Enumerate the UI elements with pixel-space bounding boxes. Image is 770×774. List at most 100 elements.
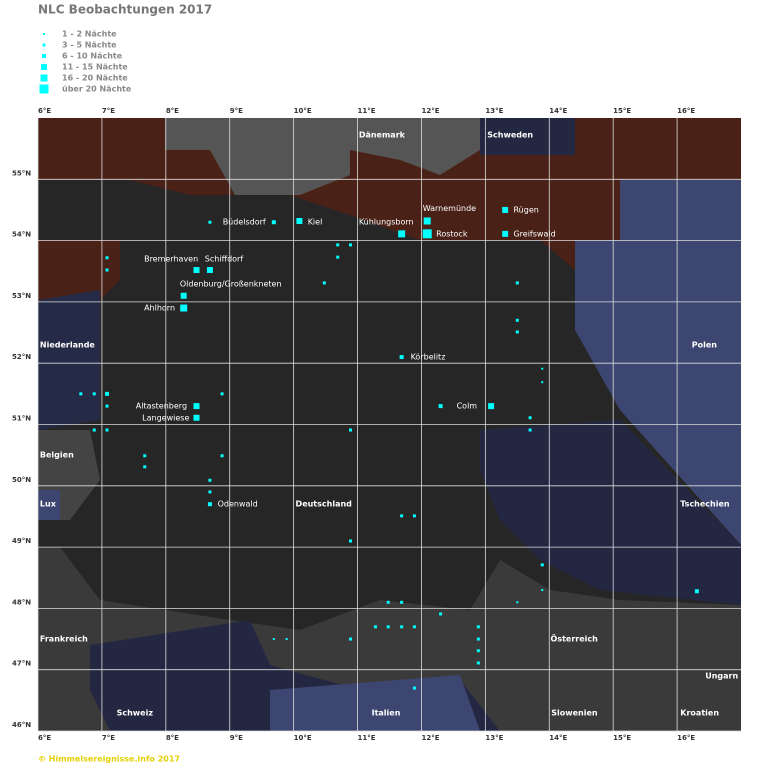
observation-marker: [79, 392, 83, 396]
observation-marker: [336, 255, 340, 259]
country-label: Niederlande: [40, 340, 96, 349]
observation-marker: [143, 465, 147, 469]
title: NLC Beobachtungen 2017: [38, 3, 212, 17]
lon-label: 16°E: [677, 734, 695, 742]
lat-label: 50°N: [12, 476, 31, 484]
observation-marker: [220, 392, 224, 396]
place-label: Körbelitz: [411, 353, 446, 362]
observation-marker: [515, 281, 519, 285]
observation-marker: [386, 625, 390, 629]
observation-marker: [349, 428, 353, 432]
lon-label: 14°E: [549, 107, 567, 115]
legend-swatch: [42, 43, 46, 47]
observation-marker: [92, 428, 96, 432]
observation-marker: [400, 600, 404, 604]
observation-marker: [528, 416, 532, 420]
place-label: Colm: [457, 402, 478, 411]
place-label: Odenwald: [218, 500, 258, 509]
observation-marker: [296, 217, 303, 224]
observation-marker: [105, 428, 109, 432]
lat-label: 52°N: [12, 353, 31, 361]
country-label: Kroatien: [680, 709, 719, 718]
lat-label: 48°N: [12, 598, 31, 606]
lon-label: 7°E: [102, 734, 115, 742]
observation-marker: [272, 638, 275, 641]
country-label: Dänemark: [359, 131, 406, 140]
legend-label: über 20 Nächte: [62, 85, 132, 94]
country-label: Polen: [692, 340, 718, 349]
country-label: Österreich: [551, 634, 599, 644]
lon-label: 12°E: [421, 734, 439, 742]
country-label: Ungarn: [705, 671, 738, 680]
legend-label: 11 - 15 Nächte: [62, 63, 128, 72]
lon-label: 8°E: [166, 107, 179, 115]
footer: © Himmelsereignisse.info 2017: [38, 755, 180, 764]
lon-label: 9°E: [230, 734, 243, 742]
observation-marker: [412, 625, 416, 629]
legend-label: 16 - 20 Nächte: [62, 74, 128, 83]
observation-marker: [193, 267, 200, 274]
country-label: Deutschland: [296, 500, 353, 509]
observation-marker: [349, 243, 353, 247]
legend-swatch: [40, 74, 48, 82]
observation-marker: [386, 600, 390, 604]
observation-marker: [516, 601, 519, 604]
legend-label: 1 - 2 Nächte: [62, 30, 117, 39]
lon-label: 14°E: [549, 734, 567, 742]
observation-marker: [271, 220, 276, 225]
lon-label: 15°E: [613, 734, 631, 742]
lat-label: 46°N: [12, 721, 31, 729]
observation-marker: [515, 330, 519, 334]
observation-marker: [502, 230, 509, 237]
legend-label: 6 - 10 Nächte: [62, 52, 123, 61]
observation-marker: [207, 502, 212, 507]
observation-marker: [412, 514, 416, 518]
legend-swatch: [43, 33, 45, 35]
observation-marker: [412, 686, 416, 690]
lon-label: 11°E: [358, 107, 376, 115]
lat-label: 51°N: [12, 415, 31, 423]
observation-marker: [476, 649, 480, 653]
observation-marker: [541, 381, 544, 384]
place-label: Bremerhaven: [144, 254, 198, 263]
lon-label: 15°E: [613, 107, 631, 115]
observation-marker: [105, 391, 110, 396]
lon-label: 9°E: [230, 107, 243, 115]
country-label: Schweden: [487, 131, 533, 140]
place-label: Rügen: [513, 205, 538, 214]
observation-marker: [400, 625, 404, 629]
observation-marker: [193, 414, 200, 421]
observation-marker: [438, 404, 443, 409]
lon-label: 13°E: [485, 107, 503, 115]
place-label: Greifswald: [513, 229, 555, 238]
legend-swatch: [39, 84, 49, 94]
observation-marker: [541, 367, 544, 370]
observation-marker: [220, 454, 224, 458]
lat-label: 49°N: [12, 537, 31, 545]
observation-marker: [349, 637, 353, 641]
observation-marker: [105, 404, 109, 408]
lon-label: 7°E: [102, 107, 115, 115]
observation-marker: [105, 256, 109, 260]
legend-swatch: [41, 64, 47, 70]
observation-marker: [105, 268, 109, 272]
observation-marker: [476, 637, 480, 641]
place-label: Altastenberg: [136, 402, 187, 411]
place-label: Ahlhorn: [144, 304, 175, 313]
country-label: Slowenien: [551, 709, 598, 718]
country-label: Lux: [40, 500, 57, 509]
observation-marker: [439, 612, 443, 616]
lon-label: 10°E: [294, 107, 312, 115]
observation-marker: [349, 539, 353, 543]
observation-marker: [143, 454, 147, 458]
place-label: Rostock: [436, 229, 468, 238]
observation-marker: [92, 392, 96, 396]
lat-label: 53°N: [12, 292, 31, 300]
place-label: Warnemünde: [423, 204, 476, 213]
place-label: Kiel: [308, 218, 323, 227]
observation-marker: [208, 220, 212, 224]
observation-marker: [422, 229, 432, 239]
place-label: Kühlungsborn: [359, 218, 414, 227]
country-label: Frankreich: [40, 635, 88, 644]
